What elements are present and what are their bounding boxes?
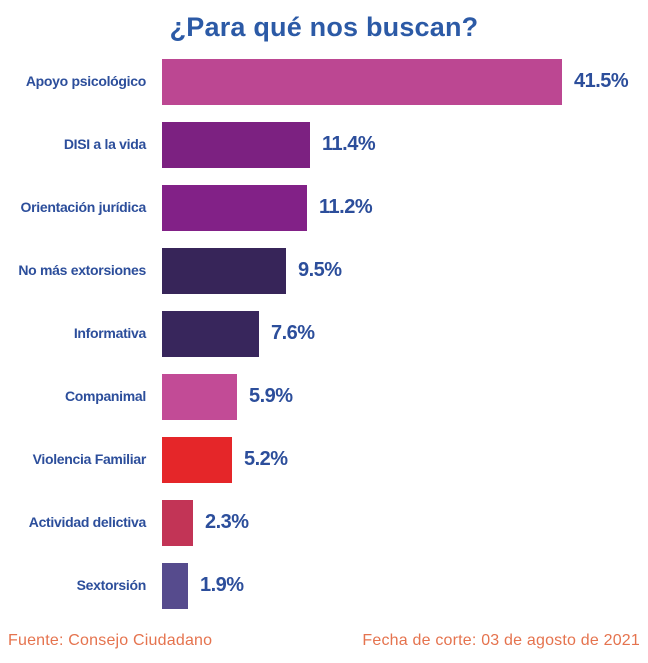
bar-chart: Apoyo psicológico 41.5% DISI a la vida 11.4… (0, 50, 648, 617)
chart-row: DISI a la vida 11.4% (0, 113, 648, 176)
value-label: 11.4% (322, 133, 376, 155)
bar (162, 436, 232, 483)
value-label: 5.9% (249, 385, 293, 407)
value-label: 5.2% (244, 448, 288, 470)
value-label: 7.6% (271, 322, 315, 344)
chart-row: Violencia Familiar 5.2% (0, 428, 648, 491)
value-label: 11.2% (319, 196, 373, 218)
footer-source-text: Fuente: Consejo Ciudadano (8, 632, 213, 649)
category-label: Companimal (64, 388, 146, 405)
category-label: Violencia Familiar (32, 451, 147, 468)
value-label: 9.5% (298, 259, 342, 281)
bar (162, 247, 286, 294)
category-label: Orientación jurídica (20, 199, 147, 216)
bar (162, 562, 188, 609)
page-title: ¿Para qué nos buscan? (169, 12, 479, 42)
bar (162, 121, 310, 168)
chart-row: Sextorsión 1.9% (0, 554, 648, 617)
category-label: No más extorsiones (18, 262, 146, 279)
category-label: Sextorsión (76, 577, 147, 594)
category-label: Informativa (73, 325, 146, 342)
footer-cutoff-date-text: Fecha de corte: 03 de agosto de 2021 (362, 632, 640, 649)
chart-row: No más extorsiones 9.5% (0, 239, 648, 302)
chart-row: Informativa 7.6% (0, 302, 648, 365)
chart-row: Orientación jurídica 11.2% (0, 176, 648, 239)
bar (162, 184, 307, 231)
category-label: Apoyo psicológico (25, 73, 146, 90)
value-label: 2.3% (205, 511, 249, 533)
bar (162, 499, 193, 546)
category-label: Actividad delictiva (28, 514, 147, 531)
value-label: 41.5% (574, 70, 629, 92)
chart-row: Actividad delictiva 2.3% (0, 491, 648, 554)
category-label: DISI a la vida (63, 136, 146, 153)
bar (162, 58, 562, 105)
chart-row: Companimal 5.9% (0, 365, 648, 428)
bar (162, 373, 237, 420)
bar (162, 310, 259, 357)
chart-row: Apoyo psicológico 41.5% (0, 50, 648, 113)
value-label: 1.9% (200, 574, 244, 596)
footer: Fuente: Consejo Ciudadano Fecha de corte… (0, 632, 648, 650)
